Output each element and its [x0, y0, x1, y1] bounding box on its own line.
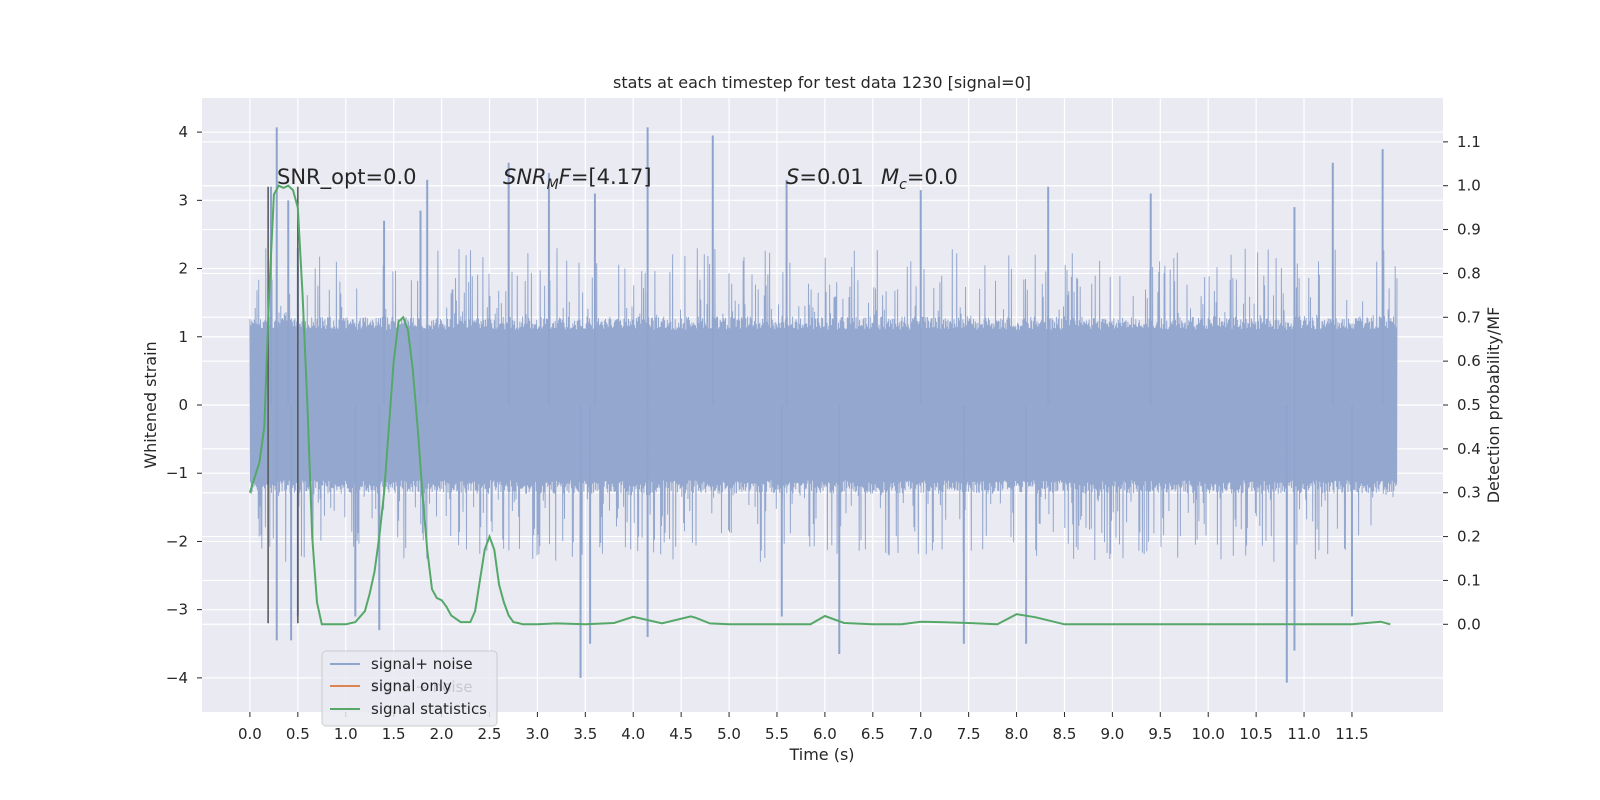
y-left-tick-label: −1	[166, 464, 188, 482]
y-right-tick-label: 1.1	[1457, 133, 1481, 151]
y-right-tick-label: 0.9	[1457, 221, 1481, 239]
x-tick-label: 8.0	[1005, 725, 1029, 743]
legend-ghost-text: signal+ noise	[371, 678, 473, 696]
legend-box	[321, 650, 498, 727]
y-right-tick-label: 0.1	[1457, 571, 1481, 589]
annotation-snr-opt: SNR_opt=0.0	[277, 165, 417, 190]
x-tick-label: 7.0	[909, 725, 933, 743]
x-tick-label: 0.5	[286, 725, 310, 743]
y-right-tick-label: 0.6	[1457, 352, 1481, 370]
y-right-tick-label: 0.3	[1457, 484, 1481, 502]
x-tick-label: 11.5	[1335, 725, 1368, 743]
x-tick-label: 6.5	[861, 725, 885, 743]
y-right-tick-label: 0.8	[1457, 264, 1481, 282]
y-left-tick-label: −3	[166, 601, 188, 619]
legend: signal+ noise signal+ noise signal only …	[321, 650, 498, 727]
x-tick-label: 9.0	[1100, 725, 1124, 743]
x-tick-label: 4.0	[621, 725, 645, 743]
y-left-tick-label: 0	[178, 396, 188, 414]
x-tick-label: 4.5	[669, 725, 693, 743]
y-left-tick-label: −2	[166, 532, 188, 550]
legend-label-noise: signal+ noise	[371, 655, 473, 673]
annotation-mc-value: Mc=0.0	[881, 165, 958, 193]
x-tick-label: 6.0	[813, 725, 837, 743]
legend-label-statistics: signal statistics	[371, 700, 487, 718]
x-tick-label: 2.5	[478, 725, 502, 743]
x-tick-label: 8.5	[1053, 725, 1077, 743]
y-left-tick-label: 1	[178, 328, 188, 346]
x-tick-label: 1.5	[382, 725, 406, 743]
y-left-axis-ticks: 4 3 2 1 0 −1 −2 −3 −4	[166, 123, 202, 687]
statistics-line	[248, 184, 1391, 626]
y-right-axis-ticks: 1.1 1.0 0.9 0.8 0.7 0.6 0.5 0.4 0.3 0.2 0.1 0.0	[1443, 133, 1481, 633]
y-left-tick-label: 2	[178, 260, 188, 278]
y-left-axis-label: Whitened strain	[141, 341, 160, 468]
y-right-tick-label: 0.7	[1457, 308, 1481, 326]
y-right-tick-label: 0.5	[1457, 396, 1481, 414]
x-tick-label: 5.0	[717, 725, 741, 743]
x-tick-label: 10.0	[1192, 725, 1225, 743]
x-tick-label: 11.0	[1287, 725, 1320, 743]
annotation-s-value: S=0.01	[786, 165, 864, 189]
y-right-tick-label: 0.4	[1457, 440, 1481, 458]
y-left-tick-label: 4	[178, 123, 188, 141]
x-tick-label: 10.5	[1239, 725, 1272, 743]
y-left-tick-label: 3	[178, 191, 188, 209]
x-tick-label: 3.0	[525, 725, 549, 743]
y-right-tick-label: 0.2	[1457, 528, 1481, 546]
annotation-snr-mf: SNRMF=[4.17]	[503, 165, 652, 193]
x-tick-label: 0.0	[238, 725, 262, 743]
chart-title: stats at each timestep for test data 123…	[613, 73, 1031, 92]
y-right-tick-label: 1.0	[1457, 177, 1481, 195]
x-tick-label: 9.5	[1148, 725, 1172, 743]
x-tick-label: 2.0	[430, 725, 454, 743]
legend-label-signal-only: signal only	[371, 677, 452, 695]
x-tick-label: 5.5	[765, 725, 789, 743]
x-tick-label: 1.0	[334, 725, 358, 743]
x-tick-label: 7.5	[957, 725, 981, 743]
y-right-tick-label: 0.0	[1457, 615, 1481, 633]
x-axis-label: Time (s)	[788, 745, 854, 764]
x-tick-label: 3.5	[573, 725, 597, 743]
y-right-axis-label: Detection probability/MF	[1484, 307, 1503, 504]
y-left-tick-label: −4	[166, 669, 188, 687]
vertical-markers	[267, 186, 299, 624]
x-axis-ticks: 0.0 0.5 1.0 1.5 2.0 2.5 3.0 3.5 4.0 4.5 5.0 5.5 6.0 6…	[238, 712, 1369, 743]
statistics-series	[248, 184, 1391, 626]
noise-trace	[249, 248, 1398, 562]
